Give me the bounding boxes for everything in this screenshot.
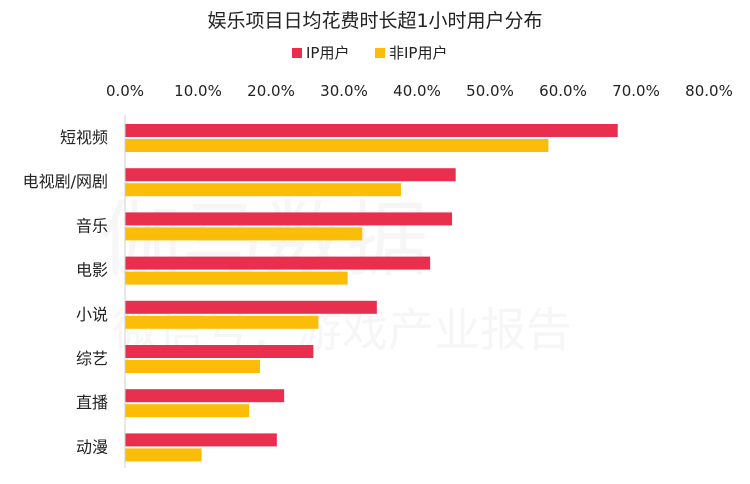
bar-ip — [125, 433, 277, 447]
legend-swatch-non-ip — [375, 48, 385, 58]
category-label: 电影 — [76, 261, 108, 280]
x-axis-tick-labels: 0.0% 10.0% 20.0% 30.0% 40.0% 50.0% 60.0% 70.0% 8… — [106, 82, 733, 100]
chart-title: 娱乐项目日均花费时长超1小时用户分布 — [207, 10, 542, 32]
bar-ip — [125, 168, 456, 182]
bar-non-ip — [125, 227, 363, 241]
x-tick-label: 20.0% — [247, 82, 295, 100]
bar-non-ip — [125, 315, 319, 329]
x-tick-label: 80.0% — [685, 82, 733, 100]
bar-ip — [125, 345, 314, 358]
x-tick-label: 0.0% — [106, 82, 144, 100]
category-label: 动漫 — [76, 437, 108, 456]
x-tick-label: 10.0% — [174, 82, 222, 100]
legend-label-ip: IP用户 — [306, 44, 349, 62]
bar-non-ip — [125, 404, 250, 418]
bar-ip — [125, 256, 431, 270]
x-tick-label: 30.0% — [320, 82, 368, 100]
category-label: 直播 — [76, 393, 108, 412]
legend-label-non-ip: 非IP用户 — [389, 44, 447, 62]
category-label: 综艺 — [76, 349, 108, 368]
x-tick-label: 40.0% — [393, 82, 441, 100]
x-tick-label: 70.0% — [612, 82, 660, 100]
bar-ip — [125, 389, 285, 403]
legend-swatch-ip — [292, 48, 302, 58]
bars — [125, 124, 618, 462]
legend: IP用户 非IP用户 — [292, 44, 447, 62]
bar-ip — [125, 124, 618, 137]
category-label: 音乐 — [76, 216, 108, 235]
category-label: 小说 — [76, 305, 108, 324]
category-label: 短视频 — [60, 128, 108, 147]
category-label: 电视剧/网剧 — [23, 172, 108, 191]
bar-non-ip — [125, 360, 261, 373]
bar-ip — [125, 300, 377, 314]
x-tick-label: 50.0% — [466, 82, 514, 100]
bar-non-ip — [125, 271, 348, 285]
bar-non-ip — [125, 139, 549, 152]
bar-non-ip — [125, 448, 202, 462]
bar-ip — [125, 212, 453, 226]
bar-non-ip — [125, 183, 401, 197]
x-tick-label: 60.0% — [539, 82, 587, 100]
